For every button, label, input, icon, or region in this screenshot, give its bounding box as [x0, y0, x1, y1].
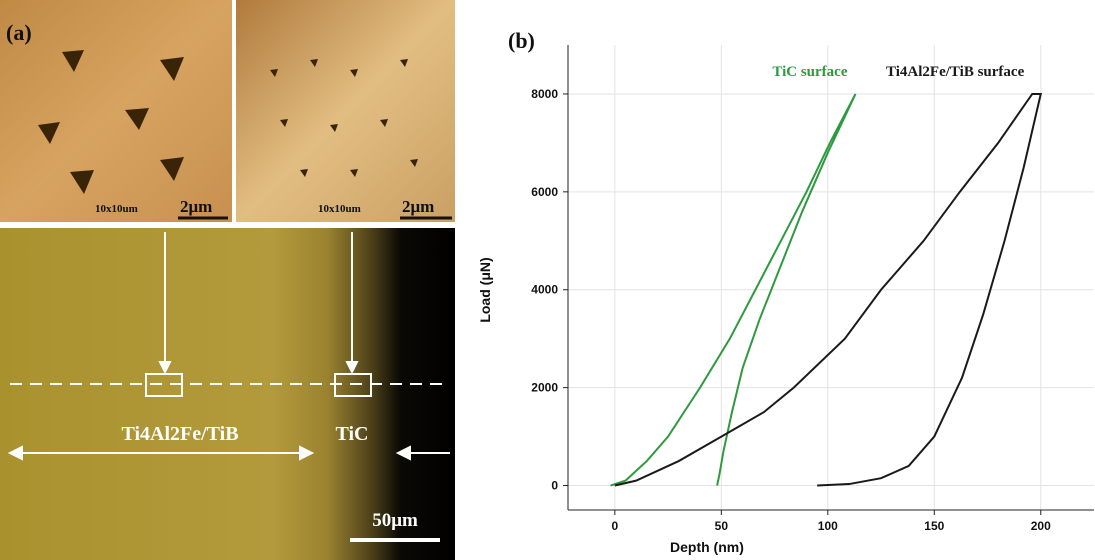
panel-label: (a) — [6, 20, 32, 45]
afm-image — [0, 0, 232, 222]
y-tick-label: 2000 — [531, 381, 558, 395]
image-size: 10x10um — [318, 203, 361, 215]
curve-label: Ti4Al2Fe/TiB surface — [886, 64, 1025, 80]
x-tick-label: 100 — [818, 519, 838, 533]
curve — [610, 93, 857, 487]
x-tick-label: 200 — [1031, 519, 1051, 533]
curve-label: TiC surface — [772, 64, 847, 80]
panel-label: (b) — [508, 28, 535, 53]
x-tick-label: 50 — [715, 519, 729, 533]
afm-image — [236, 0, 455, 222]
x-tick-label: 150 — [924, 519, 944, 533]
y-tick-label: 0 — [551, 479, 558, 493]
panel-b: (b) Depth (nm) Load (μN) 0 50 100 150 200020… — [477, 28, 1094, 555]
x-axis-label: Depth (nm) — [670, 539, 744, 555]
scale-label: 2μm — [402, 197, 434, 216]
y-tick-label: 4000 — [531, 283, 558, 297]
region-label: Ti4Al2Fe/TiB — [121, 423, 238, 445]
image-size: 10x10um — [95, 203, 138, 215]
y-axis-label: Load (μN) — [477, 257, 493, 322]
scale-label: 2μm — [180, 197, 212, 216]
x-tick-label: 0 — [612, 519, 619, 533]
annotations — [7, 232, 450, 542]
indents — [38, 50, 418, 194]
curve — [614, 92, 1043, 487]
micrograph — [0, 228, 455, 560]
y-tick-label: 6000 — [531, 185, 558, 199]
region-label: TiC — [336, 423, 369, 445]
panel-a: (a) 10x10um 2μm 10x10um 2μm Ti4Al2Fe/TiB… — [0, 0, 455, 560]
y-tick-label: 8000 — [531, 87, 558, 101]
scale-label: 50μm — [372, 510, 418, 531]
